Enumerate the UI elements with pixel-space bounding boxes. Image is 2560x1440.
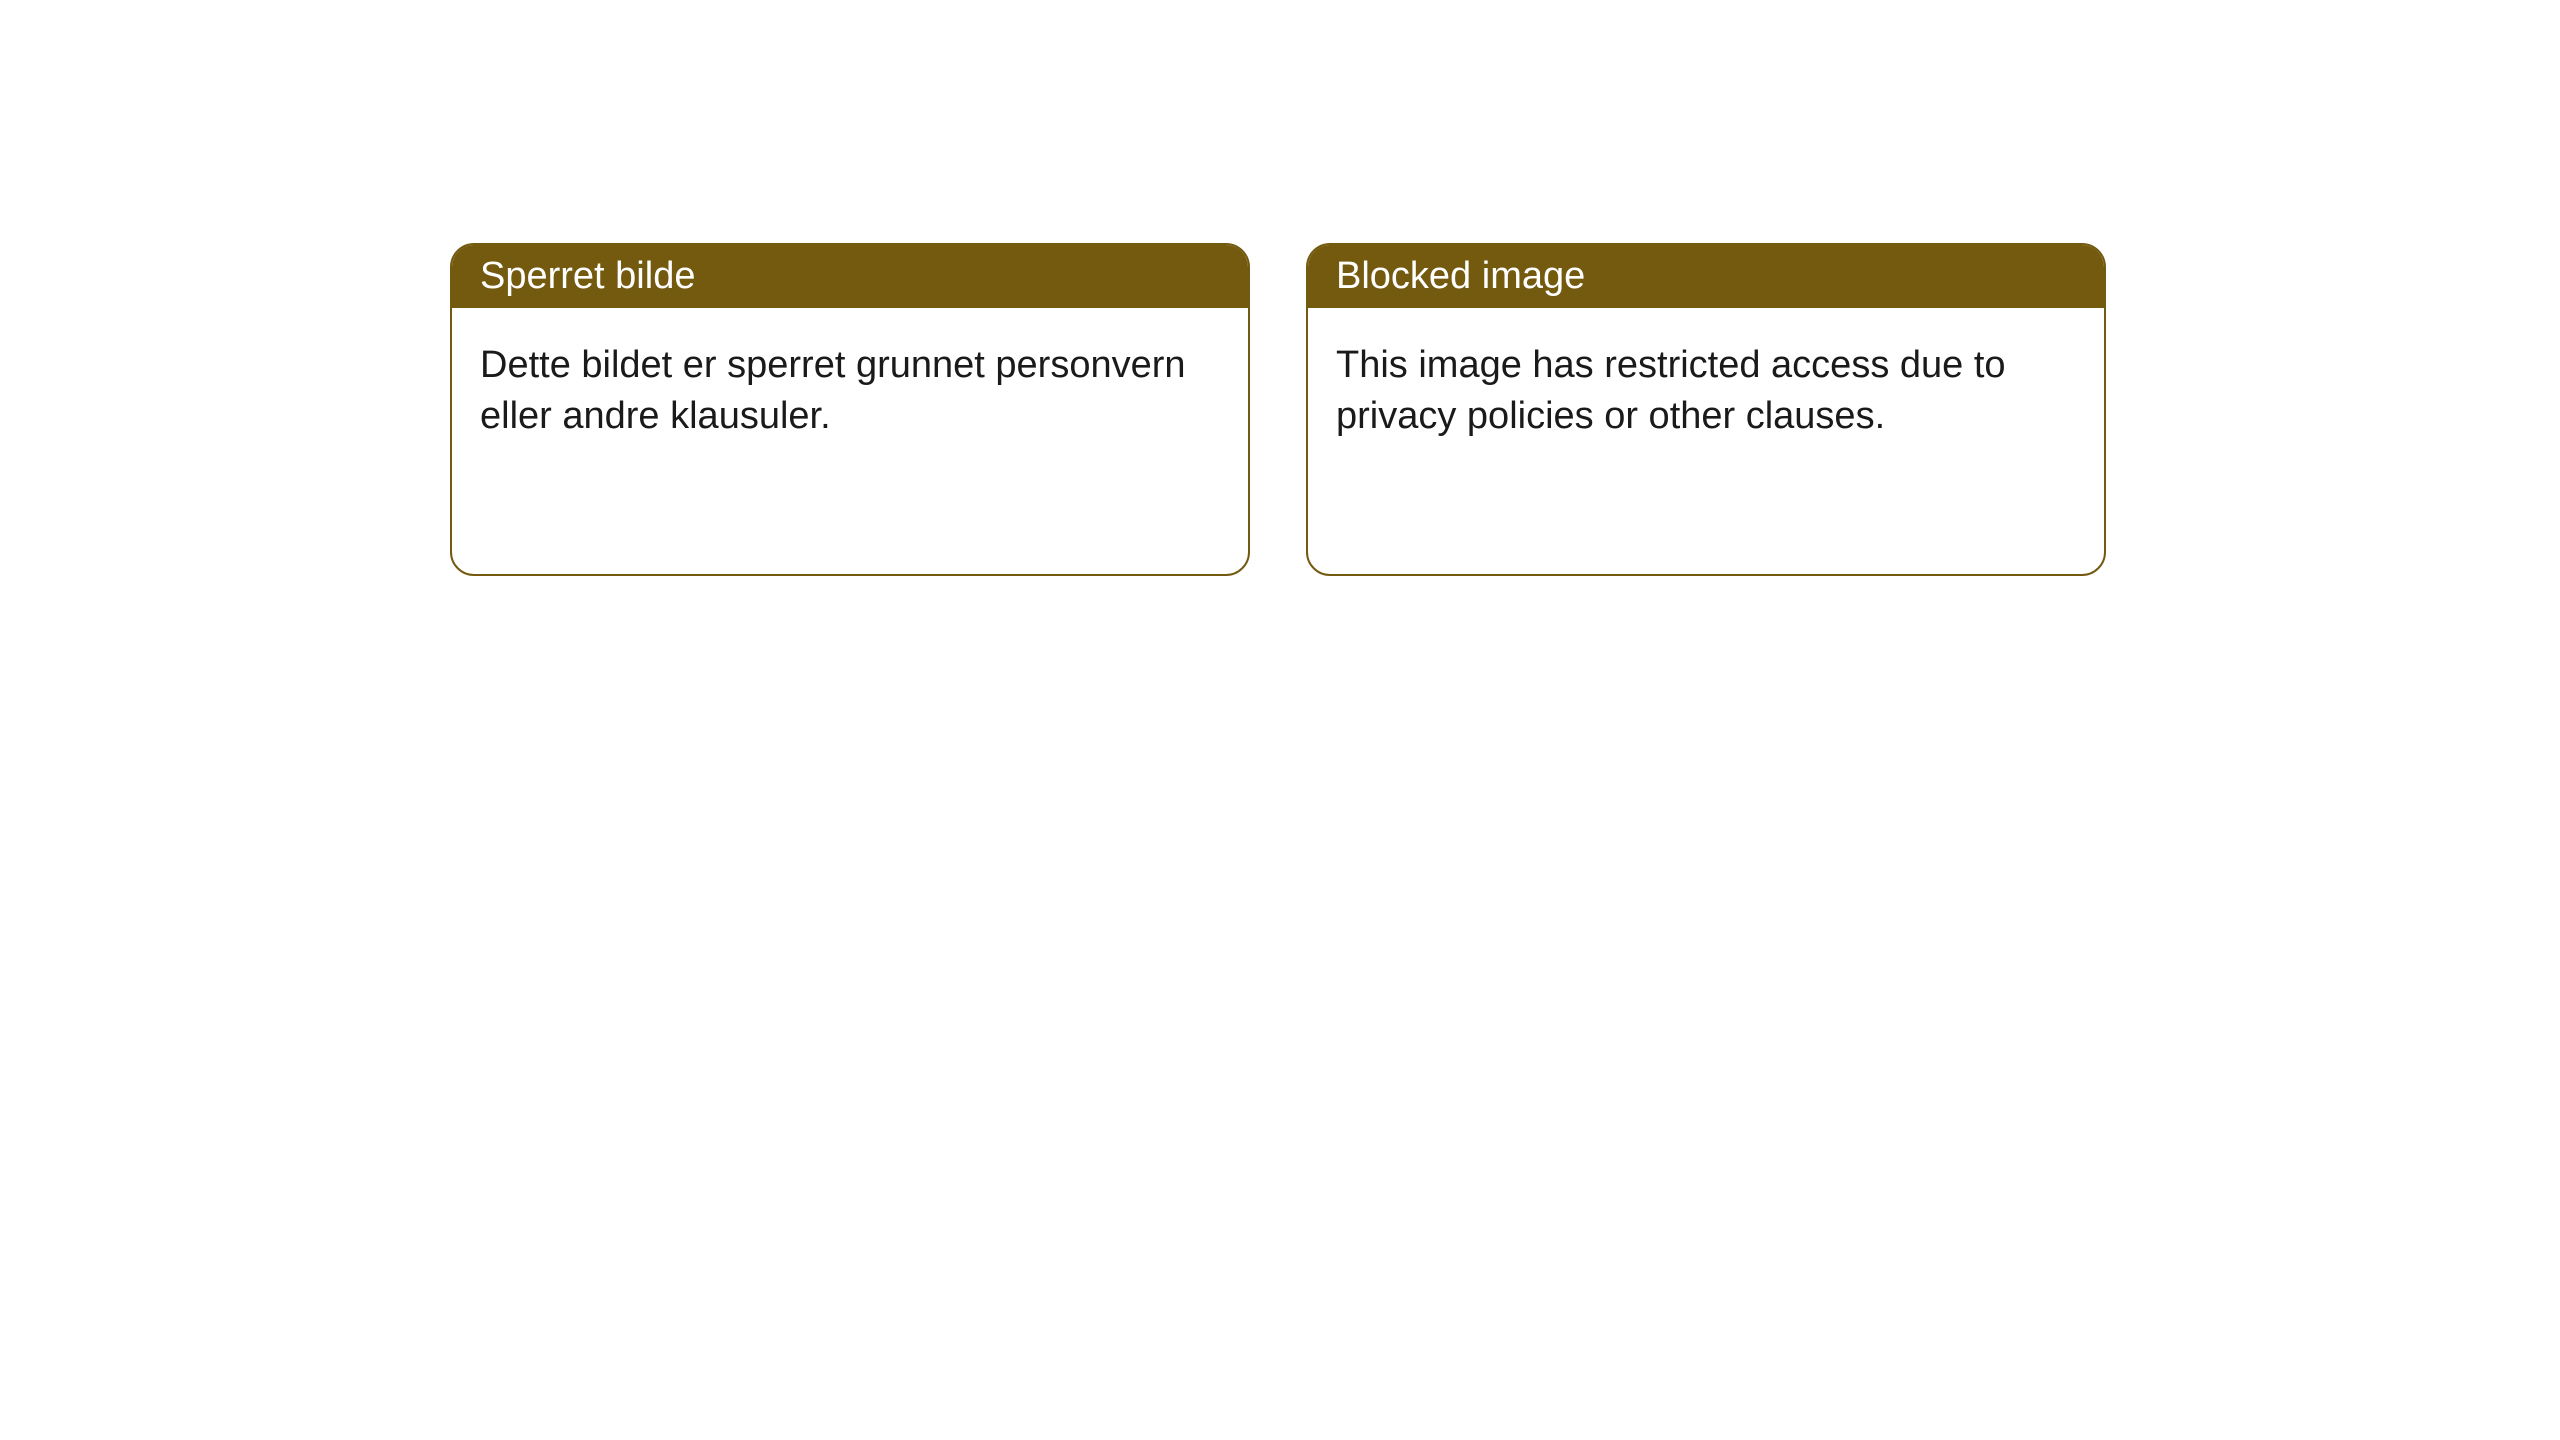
card-title: Sperret bilde (480, 255, 695, 297)
notice-card-norwegian: Sperret bilde Dette bildet er sperret gr… (450, 243, 1250, 576)
card-header: Sperret bilde (452, 245, 1248, 308)
card-title: Blocked image (1336, 255, 1585, 297)
card-header: Blocked image (1308, 245, 2104, 308)
card-body: Dette bildet er sperret grunnet personve… (452, 308, 1248, 475)
notice-card-english: Blocked image This image has restricted … (1306, 243, 2106, 576)
card-body-text: This image has restricted access due to … (1336, 344, 2006, 437)
notice-container: Sperret bilde Dette bildet er sperret gr… (0, 0, 2560, 576)
card-body-text: Dette bildet er sperret grunnet personve… (480, 344, 1186, 437)
card-body: This image has restricted access due to … (1308, 308, 2104, 475)
